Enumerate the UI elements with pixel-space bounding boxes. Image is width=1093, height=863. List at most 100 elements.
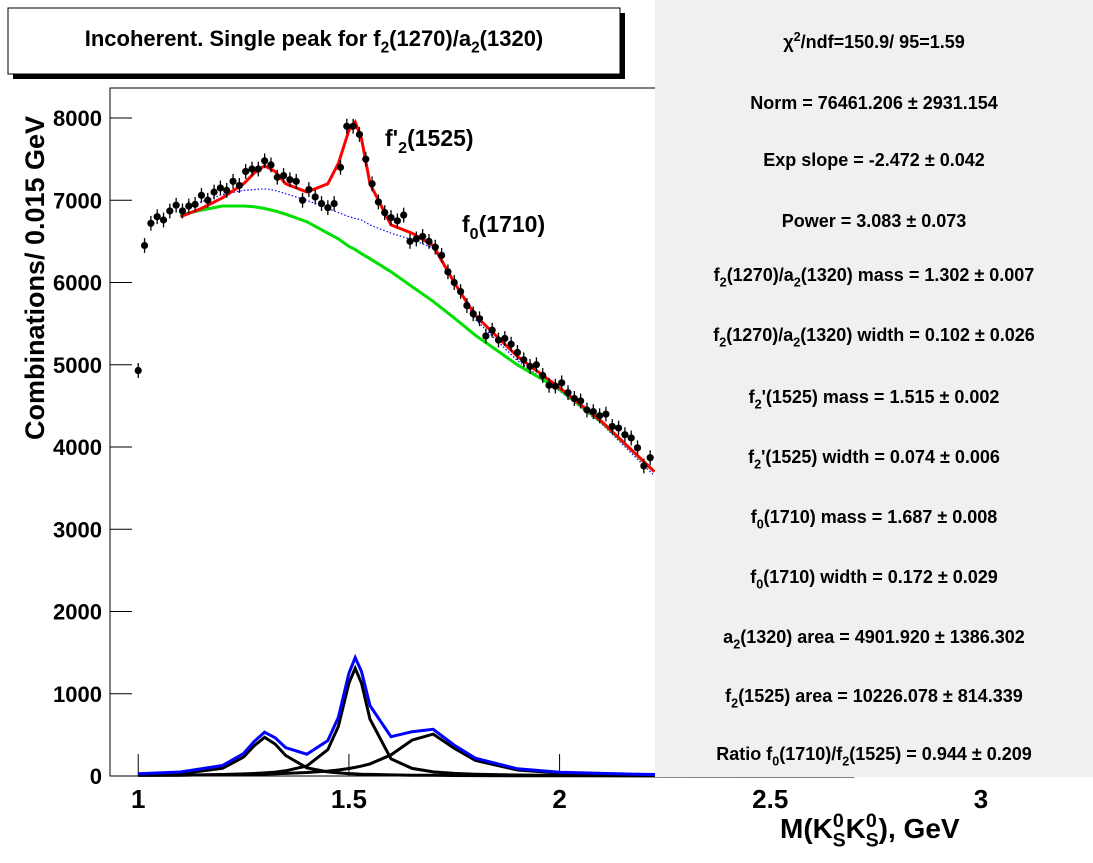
stats-line-part: f bbox=[713, 325, 720, 345]
fit-curve bbox=[138, 653, 855, 778]
stats-line-part: f bbox=[751, 507, 758, 527]
data-point bbox=[178, 207, 187, 215]
annotation-part: f' bbox=[385, 125, 398, 151]
annotation-part: 0 bbox=[470, 225, 479, 243]
stats-line-part: '(1525) width = 0.074 ± 0.006 bbox=[761, 447, 1000, 467]
data-point bbox=[185, 202, 193, 210]
chart-title-part: (1270)/a bbox=[389, 26, 472, 51]
fit-curve bbox=[180, 204, 656, 473]
stats-line-part: f bbox=[750, 567, 757, 587]
data-point bbox=[374, 198, 383, 206]
data-point bbox=[520, 356, 528, 364]
stats-line-part: Power = 3.083 ± 0.073 bbox=[782, 211, 967, 231]
stats-line: Ratio f0(1710)/f2(1525) = 0.944 ± 0.209 bbox=[716, 744, 1032, 768]
stats-line-part: (1320) mass = 1.302 ± 0.007 bbox=[801, 265, 1035, 285]
stats-line-part: 0 bbox=[756, 577, 763, 591]
data-point bbox=[216, 184, 224, 192]
stats-line-part: Ratio f bbox=[716, 744, 773, 764]
data-point bbox=[627, 434, 635, 442]
stats-line-part: 2 bbox=[793, 335, 800, 349]
data-point bbox=[324, 204, 332, 212]
data-point bbox=[292, 177, 300, 185]
y-tick-label: 0 bbox=[90, 764, 102, 789]
data-point bbox=[621, 431, 629, 439]
data-point bbox=[545, 381, 553, 389]
stats-line: f0(1710) width = 0.172 ± 0.029 bbox=[750, 567, 998, 591]
data-point bbox=[494, 336, 503, 344]
stats-line-part: 0 bbox=[757, 517, 764, 531]
annotation: f0(1710) bbox=[462, 211, 545, 243]
x-axis-label-part: 0 bbox=[833, 810, 844, 832]
stats-line-part: (1710) mass = 1.687 ± 0.008 bbox=[764, 507, 998, 527]
y-tick-label: 5000 bbox=[53, 353, 102, 378]
data-point bbox=[362, 155, 370, 163]
data-point bbox=[305, 185, 313, 194]
stats-line-part: 2 bbox=[719, 335, 726, 349]
data-point bbox=[229, 177, 237, 185]
stats-line: Norm = 76461.206 ± 2931.154 bbox=[750, 93, 998, 113]
data-point bbox=[223, 186, 231, 194]
data-point bbox=[558, 379, 566, 387]
data-point bbox=[646, 454, 654, 462]
data-point bbox=[444, 268, 452, 276]
data-point bbox=[140, 241, 149, 250]
stats-line: Exp slope = -2.472 ± 0.042 bbox=[763, 150, 985, 170]
data-point bbox=[564, 389, 572, 397]
x-axis-label-part: S bbox=[866, 829, 879, 851]
stats-line-part: 2 bbox=[794, 275, 801, 289]
stats-line-part: '(1525) mass = 1.515 ± 0.002 bbox=[762, 387, 1000, 407]
x-axis-label-part: K bbox=[846, 813, 866, 844]
data-point bbox=[153, 213, 161, 221]
fit-curve bbox=[138, 732, 855, 778]
data-point bbox=[596, 412, 604, 420]
data-point bbox=[614, 424, 623, 432]
stats-line-part: f bbox=[725, 686, 732, 706]
data-point bbox=[425, 237, 433, 245]
data-point bbox=[336, 163, 345, 171]
stats-line: χ2/ndf=150.9/ 95=1.59 bbox=[783, 30, 965, 52]
data-point bbox=[147, 219, 155, 227]
stats-box bbox=[655, 0, 1093, 777]
stats-line-part: f bbox=[748, 447, 755, 467]
stats-line: f0(1710) mass = 1.687 ± 0.008 bbox=[751, 507, 998, 531]
stats-line: f2'(1525) mass = 1.515 ± 0.002 bbox=[749, 387, 1000, 411]
data-point bbox=[431, 243, 439, 251]
data-point bbox=[368, 180, 376, 188]
data-point bbox=[267, 161, 275, 169]
data-point bbox=[583, 406, 591, 414]
data-point bbox=[387, 213, 395, 222]
data-point bbox=[400, 211, 408, 219]
chart-title-part: Incoherent. Single peak for f bbox=[85, 26, 382, 51]
data-point bbox=[526, 362, 534, 371]
data-point bbox=[273, 173, 281, 181]
stats-line: a2(1320) area = 4901.920 ± 1386.302 bbox=[723, 627, 1025, 651]
stats-line-part: 2 bbox=[755, 397, 762, 411]
data-point bbox=[551, 382, 559, 390]
stats-line-part: (1525) = 0.944 ± 0.209 bbox=[849, 744, 1032, 764]
data-point bbox=[343, 122, 351, 130]
annotation-part: (1525) bbox=[407, 125, 473, 151]
data-point bbox=[172, 201, 180, 209]
data-point bbox=[482, 332, 490, 340]
x-axis-label-part: S bbox=[833, 829, 846, 851]
stats-line-part: (1320) area = 4901.920 ± 1386.302 bbox=[740, 627, 1025, 647]
data-point bbox=[166, 207, 174, 215]
data-point bbox=[279, 171, 288, 180]
y-tick-label: 6000 bbox=[53, 271, 102, 296]
data-point bbox=[406, 237, 414, 245]
y-tick-label: 8000 bbox=[53, 106, 102, 131]
data-point bbox=[633, 444, 642, 452]
stats-line-part: 2 bbox=[754, 457, 761, 471]
chart-title-part: 2 bbox=[471, 40, 480, 57]
data-point bbox=[381, 209, 389, 217]
stats-line-part: 2 bbox=[733, 637, 740, 651]
y-tick-label: 4000 bbox=[53, 435, 102, 460]
data-point bbox=[608, 422, 616, 431]
stats-line-part: 2 bbox=[731, 696, 738, 710]
data-point bbox=[393, 217, 401, 225]
data-point bbox=[475, 315, 484, 323]
data-point bbox=[197, 191, 206, 199]
data-point bbox=[450, 278, 458, 287]
data-point bbox=[134, 366, 142, 375]
data-point bbox=[640, 462, 648, 470]
